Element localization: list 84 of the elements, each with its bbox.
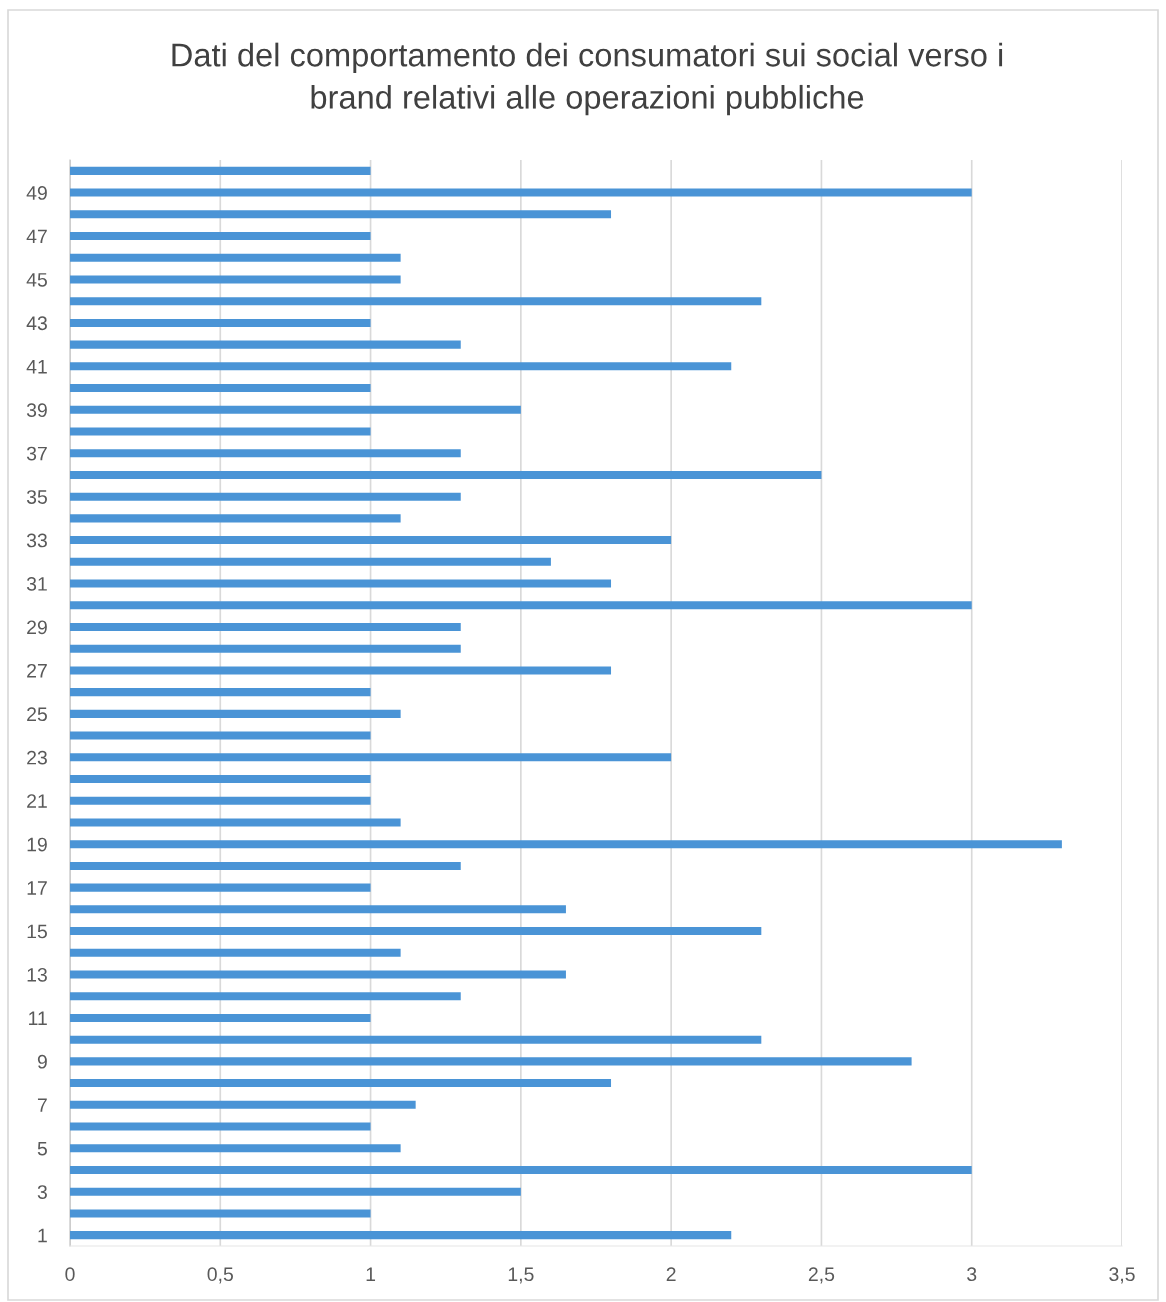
x-tick-label: 3,5	[1109, 1267, 1135, 1284]
bar	[70, 731, 371, 740]
y-tick-label: 37	[26, 446, 47, 461]
bar	[70, 579, 612, 588]
bar	[70, 948, 401, 957]
bar	[70, 188, 972, 197]
x-tick-label: 1	[366, 1267, 376, 1281]
bar	[70, 861, 461, 870]
bar	[70, 775, 371, 784]
bar	[70, 1035, 762, 1044]
y-tick-label: 41	[26, 360, 47, 374]
y-tick-label: 47	[26, 229, 47, 244]
chart-title: Dati del comportamento dei consumatori sui social verso i brand relativi alle operazioni pubbliche	[172, 42, 1003, 116]
bar	[70, 557, 551, 566]
y-tick-label: 9	[37, 1054, 47, 1069]
bar	[70, 1209, 371, 1218]
bar	[70, 362, 732, 371]
y-tick-label: 33	[26, 533, 47, 548]
bar	[70, 536, 672, 545]
bar	[70, 753, 672, 762]
bar	[70, 601, 972, 610]
y-tick-label: 5	[37, 1141, 47, 1156]
bar	[70, 514, 401, 523]
y-tick-label: 1	[38, 1228, 47, 1243]
y-tick-label: 17	[27, 881, 47, 895]
bar	[70, 622, 461, 631]
x-tick-label: 0	[65, 1267, 75, 1282]
bar	[70, 297, 762, 306]
bar	[70, 275, 401, 284]
bar	[70, 232, 371, 241]
bar	[70, 253, 401, 262]
bar	[70, 449, 461, 458]
x-tick-label: 0,5	[207, 1267, 233, 1284]
bar	[70, 644, 461, 653]
bar	[70, 492, 461, 501]
bar	[70, 666, 612, 675]
y-tick-label: 23	[27, 750, 47, 765]
y-tick-label: 25	[27, 707, 47, 722]
bar	[70, 818, 401, 827]
bar	[70, 1013, 371, 1022]
y-tick-label: 43	[26, 316, 47, 331]
bar	[70, 1122, 371, 1131]
y-tick-label: 39	[26, 403, 47, 418]
x-tick-label: 1,5	[508, 1267, 534, 1284]
bar	[70, 796, 371, 805]
x-tick-label: 2	[666, 1267, 676, 1281]
bar	[70, 927, 762, 936]
y-tick-label: 29	[27, 620, 47, 635]
y-tick-label: 21	[27, 794, 47, 808]
bar	[70, 1187, 521, 1196]
y-tick-label: 3	[37, 1185, 47, 1199]
y-tick-label: 19	[27, 837, 47, 852]
y-tick-label: 7	[37, 1098, 47, 1112]
y-tick-label: 49	[26, 186, 47, 200]
bar	[70, 1165, 972, 1174]
bar	[70, 1231, 732, 1240]
bar	[70, 709, 401, 718]
bar	[70, 470, 822, 479]
bar	[70, 384, 371, 393]
y-tick-label: 13	[27, 967, 47, 982]
bar	[70, 405, 521, 414]
x-tick-label: 3	[967, 1267, 977, 1282]
bar	[70, 427, 371, 436]
y-tick-label: 45	[26, 273, 47, 287]
bar	[70, 1079, 612, 1088]
bar	[70, 1144, 401, 1153]
bar	[70, 1100, 416, 1109]
x-tick-label: 2,5	[808, 1267, 835, 1284]
y-tick-label: 15	[27, 924, 47, 939]
bar	[70, 318, 371, 327]
y-tick-label: 11	[29, 1011, 47, 1025]
y-tick-label: 27	[27, 663, 47, 678]
bar	[70, 210, 612, 219]
bar	[70, 1057, 912, 1066]
bar	[70, 840, 1062, 849]
bar	[70, 340, 461, 349]
y-tick-label: 31	[26, 577, 47, 591]
bar	[70, 883, 371, 892]
bar	[70, 905, 566, 914]
bar	[70, 166, 371, 175]
bar	[70, 992, 461, 1001]
bar	[70, 970, 566, 979]
bar	[70, 688, 371, 697]
y-tick-label: 35	[26, 490, 47, 504]
